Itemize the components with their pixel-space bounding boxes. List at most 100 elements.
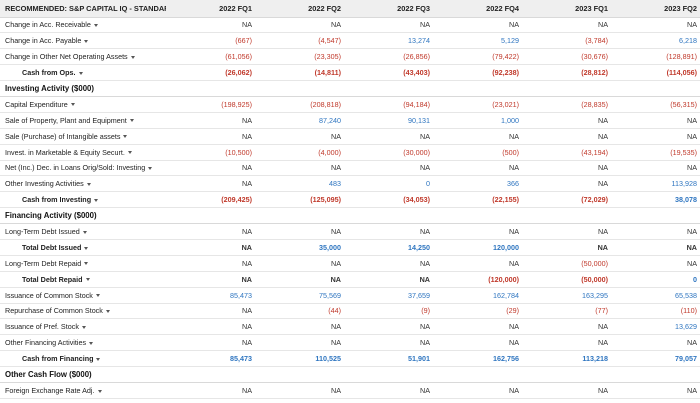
value-cell: (10,500): [166, 144, 255, 161]
row-label-other-financing-activities[interactable]: Other Financing Activities: [0, 334, 166, 352]
value-cell: (77): [522, 303, 611, 320]
dropdown-arrow-icon[interactable]: [85, 278, 90, 282]
dropdown-arrow-icon[interactable]: [96, 357, 101, 361]
row-label-foreign-exchange-rate-adj[interactable]: Foreign Exchange Rate Adj.: [0, 382, 166, 399]
value-cell: 87,240: [255, 112, 344, 129]
row-label-text: Long-Term Debt Repaid: [5, 258, 82, 268]
row-label-text: Cash from Investing: [22, 195, 92, 205]
dropdown-arrow-icon[interactable]: [70, 103, 75, 107]
value-cell: 113,218: [522, 350, 611, 368]
table-row: Issuance of Common Stock 85,473 75,569 37,6…: [0, 287, 700, 304]
row-label-text: Long-Term Debt Issued: [5, 227, 80, 237]
dropdown-arrow-icon[interactable]: [93, 24, 98, 28]
value-cell: NA: [166, 318, 255, 336]
dropdown-arrow-icon[interactable]: [94, 198, 99, 202]
value-cell: (4,000): [255, 144, 344, 161]
value-cell: (50,000): [522, 255, 611, 272]
row-label-long-term-debt-issued[interactable]: Long-Term Debt Issued: [0, 223, 166, 240]
dropdown-arrow-icon[interactable]: [82, 230, 87, 234]
period-header[interactable]: 2022 FQ2: [255, 0, 344, 18]
row-label-text: Change in Acc. Receivable: [5, 20, 91, 30]
row-label-text: Change in Acc. Payable: [5, 36, 82, 46]
value-cell: (114,056): [611, 64, 700, 82]
table-row: Cash from Investing (209,425) (125,095) (34…: [0, 191, 700, 209]
value-cell: (72,029): [522, 191, 611, 209]
dropdown-arrow-icon[interactable]: [123, 135, 128, 139]
row-label-sale-of-property-plant-and-equipment[interactable]: Sale of Property, Plant and Equipment: [0, 112, 166, 129]
value-cell: 38,078: [611, 191, 700, 209]
period-header[interactable]: 2022 FQ4: [433, 0, 522, 18]
value-cell: (209,425): [166, 191, 255, 209]
value-cell: NA: [522, 239, 611, 256]
value-cell: 85,473: [166, 287, 255, 304]
dropdown-arrow-icon[interactable]: [84, 246, 89, 250]
row-label-total-debt-repaid[interactable]: Total Debt Repaid: [0, 271, 166, 288]
row-label-issuance-of-pref-stock[interactable]: Issuance of Pref. Stock: [0, 318, 166, 336]
row-label-repurchase-of-common-stock[interactable]: Repurchase of Common Stock: [0, 303, 166, 320]
row-label-text: Capital Expenditure: [5, 99, 68, 109]
period-header[interactable]: 2022 FQ3: [344, 0, 433, 18]
value-cell: NA: [433, 223, 522, 240]
dropdown-arrow-icon[interactable]: [84, 39, 89, 43]
value-cell: (22,155): [433, 191, 522, 209]
table-row: Cash from Ops. (26,062) (14,811) (43,403) (9…: [0, 64, 700, 82]
row-label-change-in-acc-receivable[interactable]: Change in Acc. Receivable: [0, 17, 166, 34]
row-label-net-change-in-cash[interactable]: Net Change in Cash: [0, 398, 166, 403]
value-cell: NA: [166, 303, 255, 320]
row-label-other-investing-activities[interactable]: Other Investing Activities: [0, 175, 166, 193]
value-cell: (29): [433, 303, 522, 320]
period-header[interactable]: 2023 FQ1: [522, 0, 611, 18]
row-label-capital-expenditure[interactable]: Capital Expenditure: [0, 96, 166, 113]
row-label-change-in-other-net-operating-assets[interactable]: Change in Other Net Operating Assets: [0, 48, 166, 66]
value-cell: (34,053): [344, 191, 433, 209]
row-label-text: Sale of Property, Plant and Equipment: [5, 115, 127, 125]
value-cell: 162,756: [433, 350, 522, 368]
dropdown-arrow-icon[interactable]: [78, 71, 83, 75]
row-label-sale-purchase-of-intangible-assets[interactable]: Sale (Purchase) of Intangible assets: [0, 128, 166, 145]
value-cell: 35,000: [255, 239, 344, 256]
value-cell: (198,925): [166, 96, 255, 113]
row-label-long-term-debt-repaid[interactable]: Long-Term Debt Repaid: [0, 255, 166, 272]
value-cell: (150,014): [166, 398, 255, 403]
table-row: Sale of Property, Plant and Equipment NA 8…: [0, 112, 700, 129]
dropdown-arrow-icon[interactable]: [148, 167, 153, 171]
dropdown-arrow-icon[interactable]: [129, 119, 134, 123]
table-row: Foreign Exchange Rate Adj. NA NA NA NA NA NA: [0, 382, 700, 399]
dropdown-arrow-icon[interactable]: [89, 341, 94, 345]
period-header[interactable]: 2023 FQ2: [611, 0, 700, 18]
row-label-invest-in-marketable-equity-securt[interactable]: Invest. in Marketable & Equity Securt.: [0, 144, 166, 161]
row-label-total-debt-issued[interactable]: Total Debt Issued: [0, 239, 166, 256]
dropdown-arrow-icon[interactable]: [86, 182, 91, 186]
value-cell: NA: [255, 17, 344, 34]
dropdown-arrow-icon[interactable]: [97, 389, 102, 393]
dropdown-arrow-icon[interactable]: [127, 151, 132, 155]
dropdown-arrow-icon[interactable]: [95, 294, 100, 298]
value-cell: NA: [433, 128, 522, 145]
dropdown-arrow-icon[interactable]: [130, 55, 135, 59]
table-row: Capital Expenditure (198,925) (208,818) (94…: [0, 96, 700, 113]
value-cell: (29,381): [255, 398, 344, 403]
row-label-cash-from-investing[interactable]: Cash from Investing: [0, 191, 166, 209]
value-cell: 366: [433, 175, 522, 193]
table-row: Repurchase of Common Stock NA (44) (9) (29)(…: [0, 303, 700, 320]
table-row: Net (Inc.) Dec. in Loans Orig/Sold: Inve…: [0, 160, 700, 177]
dropdown-arrow-icon[interactable]: [105, 310, 110, 314]
row-label-text: Total Debt Repaid: [22, 274, 83, 284]
period-header[interactable]: 2022 FQ1: [166, 0, 255, 18]
row-label-net-inc-dec-in-loans-orig-sold-investing[interactable]: Net (Inc.) Dec. in Loans Orig/Sold: Inve…: [0, 160, 166, 177]
row-label-change-in-acc-payable[interactable]: Change in Acc. Payable: [0, 32, 166, 50]
row-label-cash-from-financing[interactable]: Cash from Financing: [0, 350, 166, 368]
row-label-text: Issuance of Pref. Stock: [5, 322, 79, 332]
value-cell: (25,556): [344, 398, 433, 403]
dropdown-arrow-icon[interactable]: [84, 262, 89, 266]
value-cell: 79,057: [611, 350, 700, 368]
value-cell: 65,538: [611, 287, 700, 304]
value-cell: NA: [522, 318, 611, 336]
row-label-cash-from-ops[interactable]: Cash from Ops.: [0, 64, 166, 82]
dropdown-arrow-icon[interactable]: [81, 325, 86, 329]
value-cell: NA: [433, 382, 522, 399]
table-row: Sale (Purchase) of Intangible assets NA NA…: [0, 128, 700, 145]
row-label-issuance-of-common-stock[interactable]: Issuance of Common Stock: [0, 287, 166, 304]
value-cell: NA: [433, 334, 522, 352]
